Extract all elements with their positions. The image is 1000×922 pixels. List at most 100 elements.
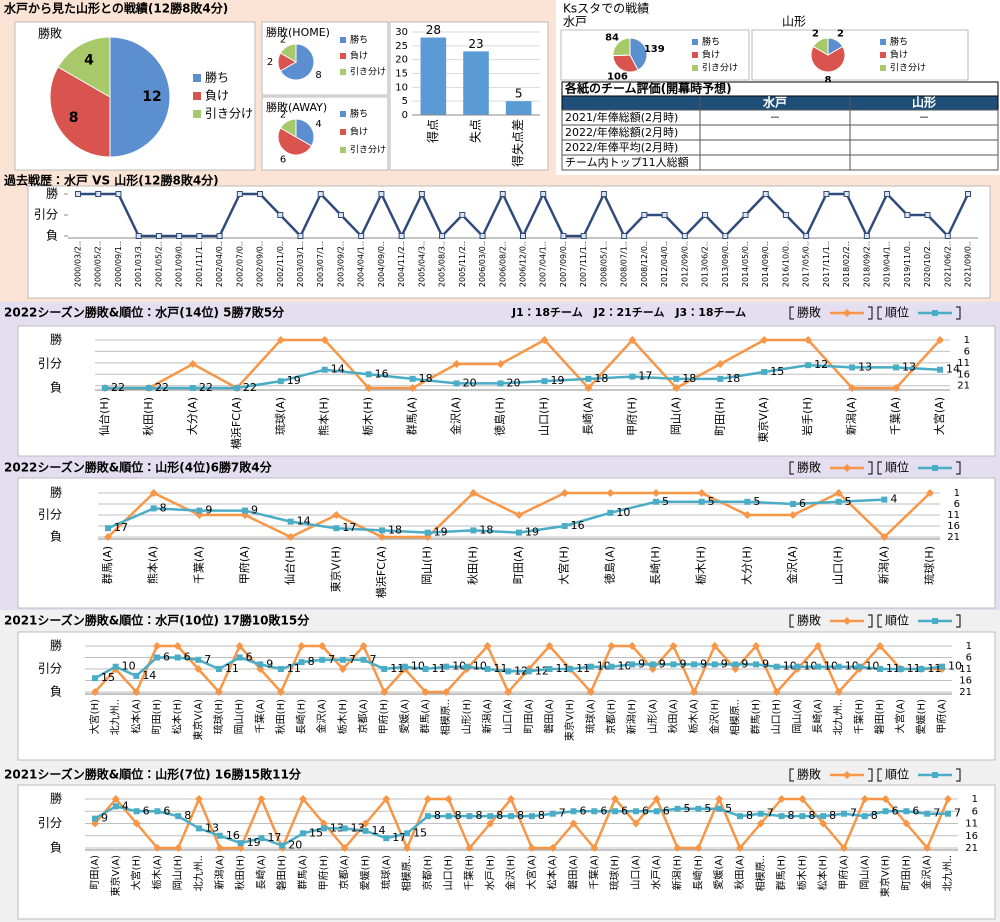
rank-label: 10: [617, 660, 631, 673]
y2-tick-label: 11: [965, 819, 978, 830]
table-header: 水戸: [762, 95, 787, 110]
rank-label: 9: [679, 657, 686, 670]
legend-label: 引き分け: [205, 107, 253, 121]
bar-value-label: 23: [468, 37, 483, 51]
marker: [333, 525, 340, 532]
marker: [421, 688, 430, 696]
marker: [516, 529, 522, 536]
rank-label: 12: [814, 358, 828, 371]
marker: [880, 533, 889, 541]
x-tick-label: 磐田(H): [276, 855, 288, 890]
marker: [320, 825, 327, 832]
marker: [528, 813, 535, 820]
marker: [196, 825, 203, 832]
marker: [944, 795, 952, 803]
y2-tick-label: 16: [957, 369, 970, 380]
rank-label: 6: [642, 804, 649, 817]
x-tick-label: 町田(A): [512, 546, 525, 584]
marker: [902, 819, 911, 828]
marker: [823, 191, 830, 197]
marker: [697, 489, 706, 497]
marker: [560, 489, 569, 497]
pie-slice: [612, 54, 639, 73]
rank-label: 7: [767, 807, 774, 820]
marker: [176, 233, 183, 239]
rank-label: 10: [824, 660, 838, 673]
marker: [860, 795, 869, 803]
pie-value-label: 6: [280, 155, 286, 166]
rank-label: 14: [331, 363, 345, 376]
rank-label: 10: [845, 660, 859, 673]
rank-label: 16: [571, 519, 585, 532]
marker: [945, 810, 951, 817]
rank-label: 13: [330, 821, 344, 834]
x-tick-label: 2021/06/2..: [943, 241, 952, 287]
marker: [360, 656, 367, 663]
x-tick-label: 2002/07/0..: [235, 241, 244, 287]
legend-label: 負け: [890, 49, 908, 61]
marker: [404, 830, 411, 837]
marker: [525, 668, 532, 675]
legend-marker: [843, 309, 851, 317]
marker: [736, 813, 743, 820]
x-tick-label: 2006/12/0..: [519, 241, 528, 287]
rank-label: 5: [662, 495, 669, 508]
table-row: [561, 154, 999, 171]
pie-value-label: 8: [69, 110, 79, 126]
x-tick-label: 岡山(H): [172, 855, 184, 890]
legend-label: 引き分け: [890, 63, 926, 74]
rank-label: 8: [496, 809, 503, 822]
pie-slice: [279, 118, 297, 138]
x-tick-label: 岡山(H): [421, 546, 434, 585]
marker: [453, 380, 460, 387]
rank-label: 8: [184, 809, 191, 822]
marker: [631, 819, 640, 828]
legend-swatch: [340, 69, 346, 75]
marker: [541, 378, 548, 385]
x-tick-label: 相模原..: [728, 699, 741, 735]
marker: [722, 233, 729, 239]
rank-label: 9: [721, 657, 728, 670]
marker: [848, 384, 857, 392]
marker: [674, 805, 681, 812]
marker: [465, 844, 474, 852]
rank-label: 9: [762, 657, 769, 670]
legend-label: 負け: [702, 49, 720, 61]
x-tick-label: 松本(H): [171, 699, 184, 734]
rank-label: 7: [204, 653, 211, 666]
marker: [606, 489, 615, 497]
rank-label: 19: [550, 374, 564, 387]
x-tick-label: 2007/09/0..: [559, 241, 568, 287]
marker: [258, 835, 265, 842]
marker: [92, 815, 98, 822]
x-tick-label: 甲府(A): [238, 546, 251, 584]
rank-label: 7: [954, 807, 961, 820]
marker: [215, 666, 222, 672]
x-tick-label: 金沢(A): [449, 397, 463, 435]
y-tick-label: 勝: [50, 332, 62, 347]
legend-label: 勝ち: [350, 34, 368, 46]
x-tick-label: 2003/07/1..: [316, 241, 325, 287]
table-cell: －: [919, 111, 930, 124]
rank-label: 13: [902, 360, 916, 373]
marker: [835, 498, 842, 505]
marker: [587, 663, 594, 670]
x-tick-label: 2002/11/0..: [276, 241, 285, 287]
marker: [499, 191, 506, 197]
rank-label: 13: [205, 821, 219, 834]
marker: [820, 813, 827, 820]
series-line: [107, 498, 885, 534]
table-cell: －: [770, 111, 781, 124]
rank-label: 13: [351, 821, 365, 834]
x-tick-label: 2008/05/1..: [599, 241, 608, 287]
marker: [479, 233, 486, 239]
marker: [761, 369, 768, 375]
rank-label: 6: [892, 804, 899, 817]
marker: [297, 233, 304, 239]
legend-bracket: [868, 306, 873, 320]
marker: [233, 385, 240, 391]
marker: [237, 840, 244, 847]
marker: [364, 384, 373, 392]
x-tick-label: 磐田(A): [568, 855, 580, 890]
